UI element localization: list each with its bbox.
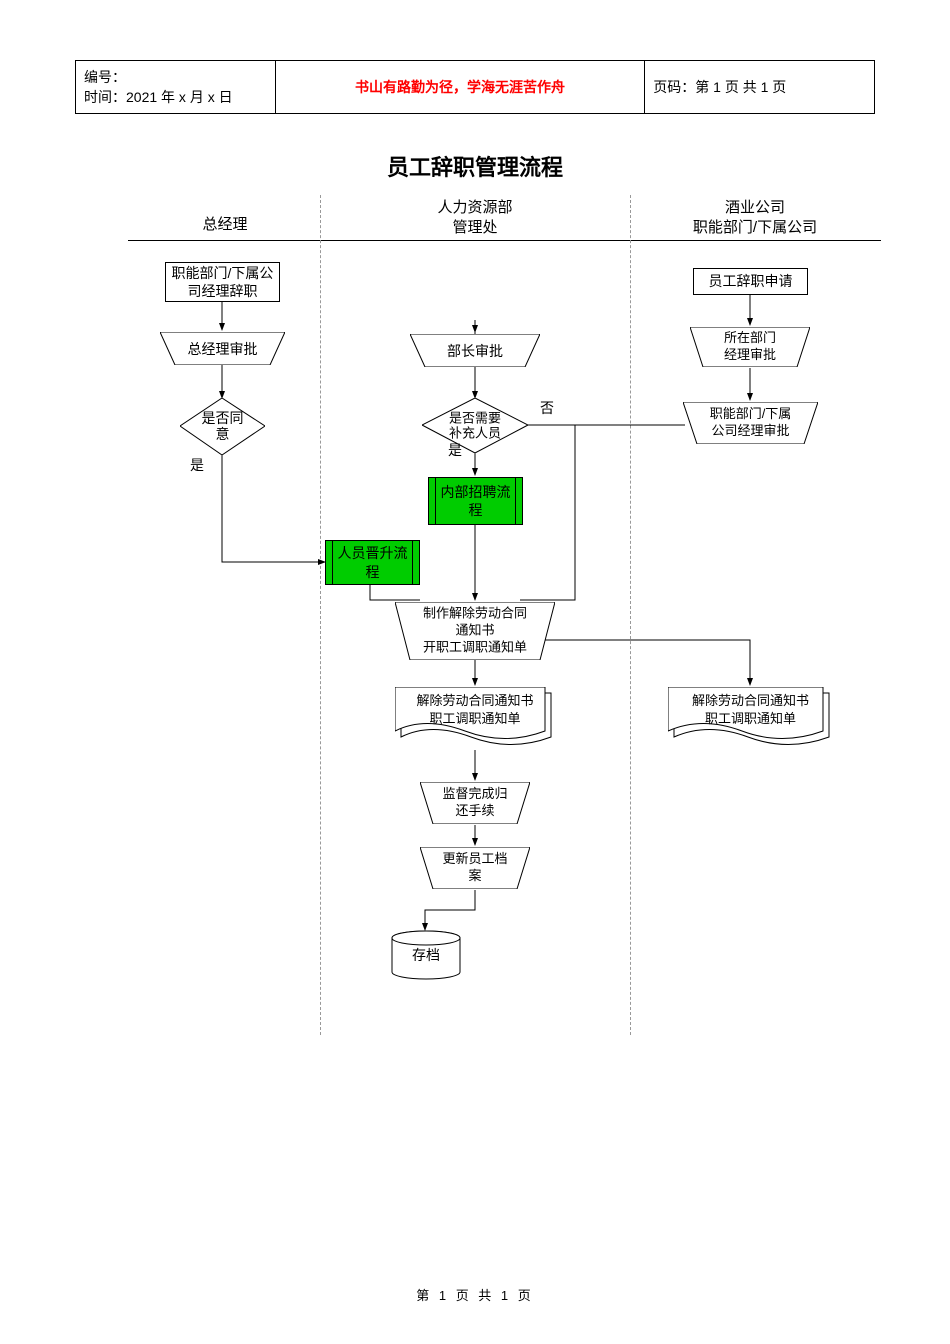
- node-update-file: 更新员工档 案: [420, 847, 530, 889]
- node-func-approve: 职能部门/下属 公司经理审批: [683, 402, 818, 444]
- connectors-svg: [0, 0, 950, 1100]
- label-yes-1: 是: [190, 455, 204, 475]
- node-emp-apply: 员工辞职申请: [693, 268, 808, 295]
- node-archive: 存档: [390, 930, 462, 980]
- label-yes-2: 是: [448, 440, 462, 460]
- node-doc-right: 解除劳动合同通知书 职工调职通知单: [668, 687, 833, 747]
- node-agree-decision: 是否同 意: [180, 398, 265, 455]
- node-need-staff-decision: 是否需要 补充人员: [422, 398, 528, 453]
- node-internal-recruit: 内部招聘流 程: [428, 477, 523, 525]
- node-gm-approve: 总经理审批: [160, 332, 285, 365]
- page-footer: 第 1 页 共 1 页: [0, 1285, 950, 1304]
- node-supervise: 监督完成归 还手续: [420, 782, 530, 824]
- node-doc-center: 解除劳动合同通知书 职工调职通知单: [395, 687, 555, 747]
- node-manager-resign: 职能部门/下属公 司经理辞职: [165, 262, 280, 302]
- node-dept-approve: 所在部门 经理审批: [690, 327, 810, 367]
- node-promotion: 人员晋升流 程: [325, 540, 420, 585]
- label-no: 否: [540, 398, 554, 418]
- node-make-notice: 制作解除劳动合同 通知书 开职工调职通知单: [395, 602, 555, 660]
- node-director-approve: 部长审批: [410, 334, 540, 367]
